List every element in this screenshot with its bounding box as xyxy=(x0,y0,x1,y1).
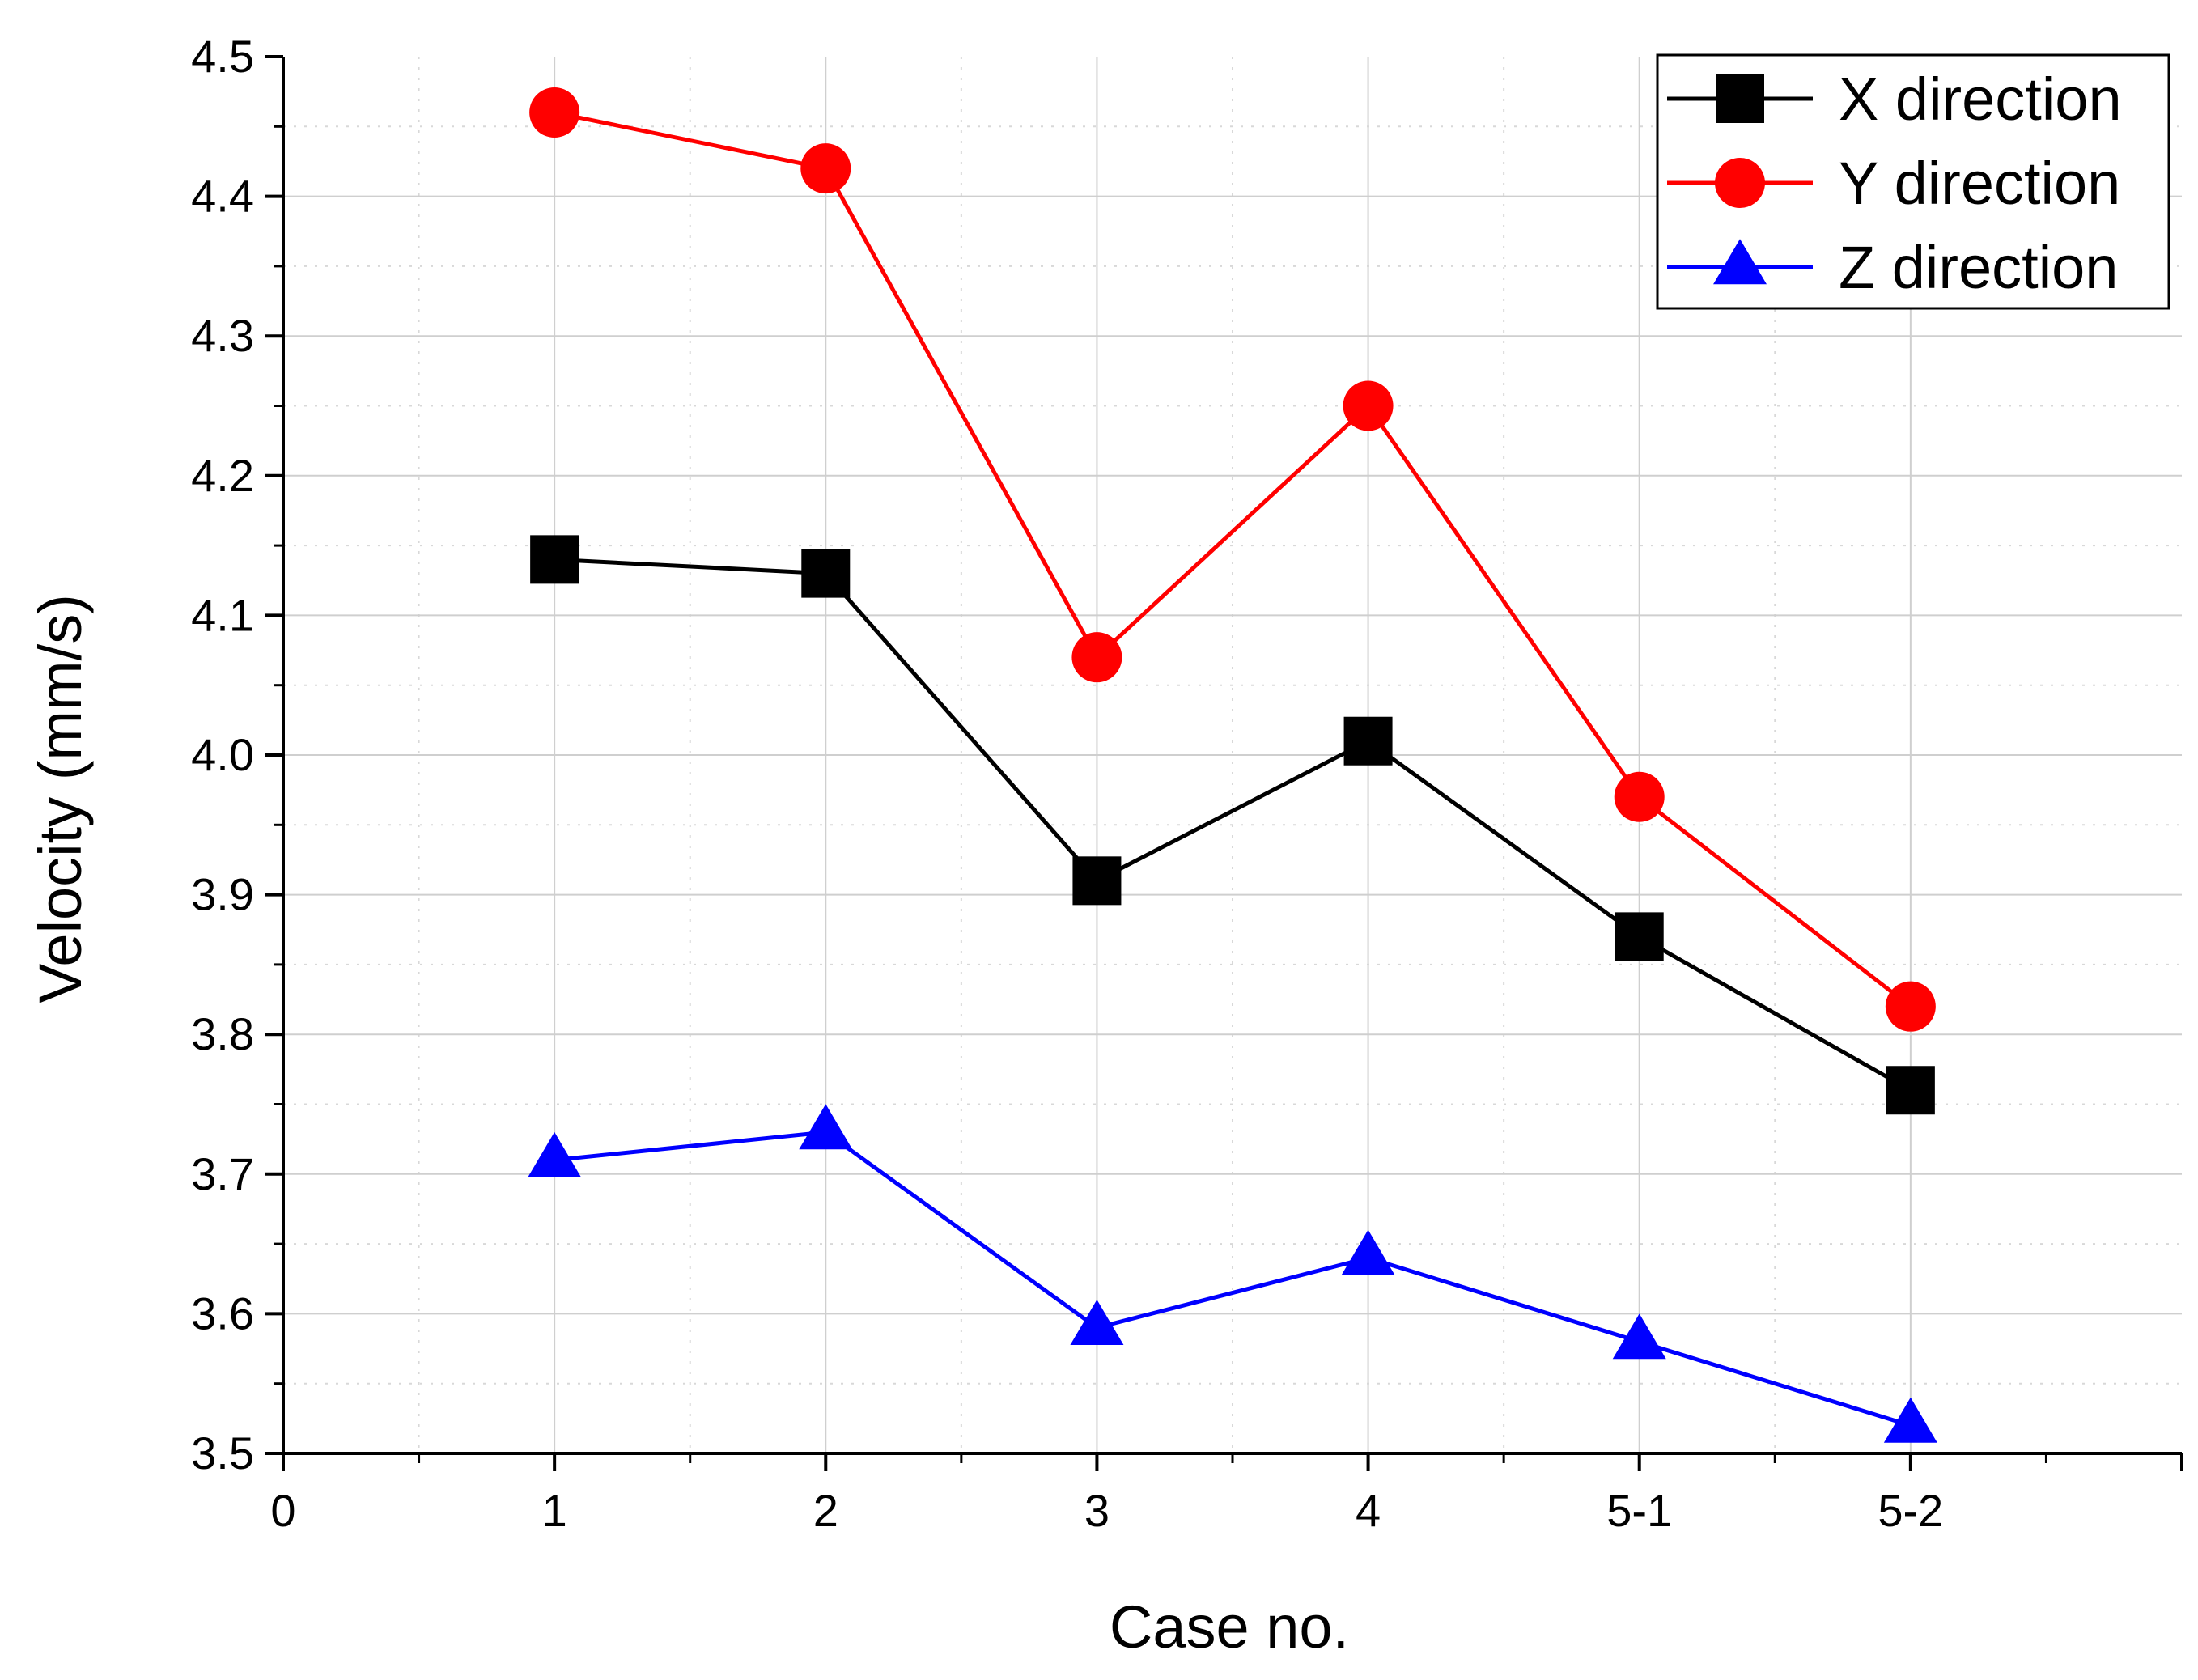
data-point xyxy=(801,549,851,598)
series-z-direction xyxy=(528,1104,1937,1443)
legend-marker xyxy=(1713,239,1767,285)
legend-marker xyxy=(1715,158,1765,208)
y-tick-label: 4.4 xyxy=(191,171,254,222)
y-tick-label: 3.8 xyxy=(191,1008,254,1059)
data-point xyxy=(1343,716,1393,766)
legend-marker xyxy=(1716,74,1764,123)
x-tick-label: 4 xyxy=(1356,1485,1381,1536)
data-point xyxy=(1883,1397,1937,1443)
series-y-direction xyxy=(529,87,1936,1032)
data-point xyxy=(530,535,579,584)
data-point xyxy=(799,1104,853,1150)
y-tick-label: 4.0 xyxy=(191,729,254,780)
x-tick-label: 5-1 xyxy=(1606,1485,1672,1536)
x-tick-label: 2 xyxy=(813,1485,838,1536)
data-point xyxy=(528,1131,582,1177)
legend-label: Y direction xyxy=(1839,150,2120,217)
data-point xyxy=(1886,1066,1935,1115)
data-point xyxy=(800,143,851,194)
legend: X direction Y direction Z direction xyxy=(1656,53,2170,310)
data-point xyxy=(1070,1299,1124,1345)
data-point xyxy=(1615,912,1664,961)
legend-label: X direction xyxy=(1839,66,2122,133)
series-line xyxy=(554,557,1912,1092)
data-point xyxy=(529,87,580,138)
x-tick-label: 5-2 xyxy=(1878,1485,1943,1536)
x-tick-label: 0 xyxy=(270,1485,295,1536)
series-line xyxy=(554,110,1912,1008)
series-layer xyxy=(528,87,1937,1443)
x-axis-title: Case no. xyxy=(1110,1593,1349,1661)
y-tick-label: 3.9 xyxy=(191,869,254,920)
data-point xyxy=(1071,632,1122,683)
data-point xyxy=(1341,1229,1395,1275)
y-tick-label: 3.6 xyxy=(191,1288,254,1338)
series-line xyxy=(554,1130,1912,1428)
y-tick-label: 3.5 xyxy=(191,1428,254,1478)
legend-label: Z direction xyxy=(1839,234,2118,301)
x-tick-label: 3 xyxy=(1084,1485,1110,1536)
y-tick-label: 4.3 xyxy=(191,310,254,361)
data-point xyxy=(1885,981,1936,1032)
x-tick-label: 1 xyxy=(542,1485,567,1536)
axes xyxy=(265,55,2183,1471)
data-point xyxy=(1343,380,1394,431)
series-x-direction xyxy=(530,535,1935,1115)
y-tick-label: 4.5 xyxy=(191,31,254,82)
data-point xyxy=(1072,856,1122,906)
data-point xyxy=(1614,771,1665,822)
data-point xyxy=(1612,1313,1666,1360)
y-tick-label: 4.2 xyxy=(191,450,254,501)
y-tick-label: 3.7 xyxy=(191,1148,254,1199)
y-tick-label: 4.1 xyxy=(191,589,254,640)
tick-labels: 3.5 3.6 3.7 3.8 3.9 4.0 4.1 4.2 4.3 4.4 4.5 0 1 2 3 4 5-… xyxy=(191,31,1943,1536)
y-axis-title: Velocity (mm/s) xyxy=(27,594,94,1003)
